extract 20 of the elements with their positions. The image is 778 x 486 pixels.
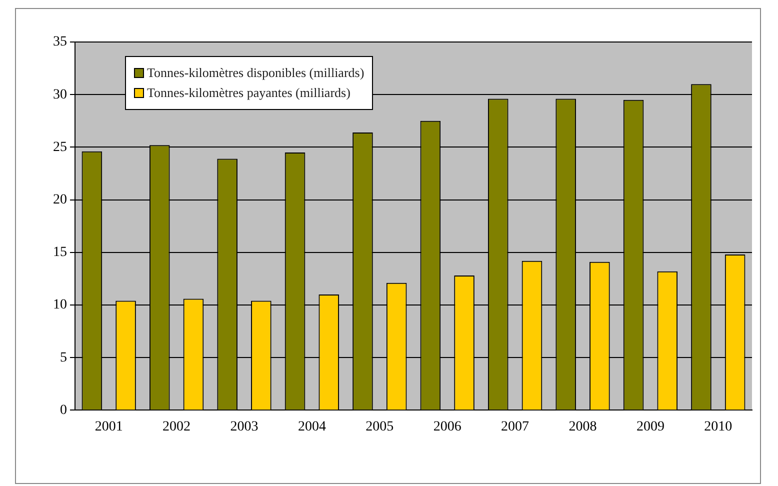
x-tick-label: 2001 bbox=[94, 419, 123, 434]
x-tick-label: 2008 bbox=[568, 419, 597, 434]
legend-label: Tonnes-kilomètres disponibles (milliards) bbox=[147, 65, 364, 81]
x-tick-label: 2005 bbox=[366, 419, 394, 434]
x-tick-label: 2002 bbox=[162, 419, 191, 434]
y-tick-label: 0 bbox=[60, 402, 67, 418]
y-tick-label: 10 bbox=[53, 298, 67, 313]
y-tick-label: 25 bbox=[53, 140, 67, 155]
y-tick-label: 35 bbox=[53, 34, 67, 50]
y-tick-label: 5 bbox=[60, 350, 67, 366]
x-tick-label: 2009 bbox=[636, 419, 664, 434]
y-tick-label: 20 bbox=[53, 192, 67, 208]
legend-label: Tonnes-kilomètres payantes (milliards) bbox=[147, 85, 350, 101]
x-tick-label: 2004 bbox=[298, 419, 326, 434]
y-tick-label: 30 bbox=[53, 87, 67, 102]
x-tick-label: 2007 bbox=[501, 419, 530, 434]
x-tick-label: 2003 bbox=[230, 419, 258, 434]
y-tick-label: 15 bbox=[53, 245, 67, 260]
x-tick-label: 2006 bbox=[433, 419, 462, 434]
x-tick-label: 2010 bbox=[704, 419, 732, 434]
